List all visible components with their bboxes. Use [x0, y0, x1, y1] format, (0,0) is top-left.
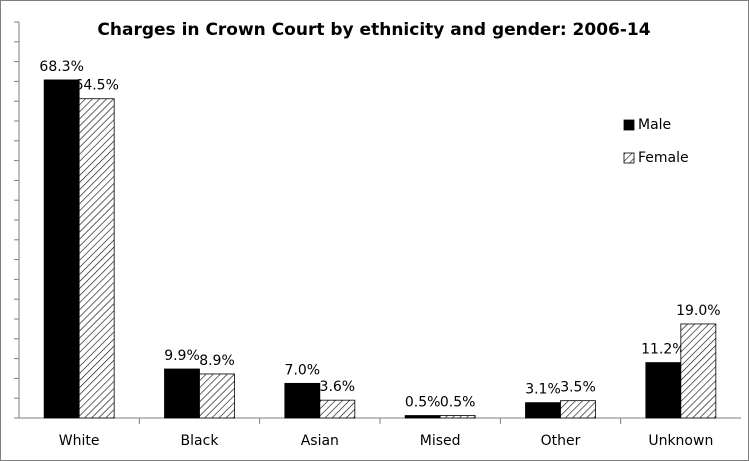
data-label: 3.5%: [560, 380, 596, 396]
data-label: 8.9%: [199, 353, 235, 369]
bar: [199, 373, 235, 419]
bar: [404, 415, 441, 419]
legend-label: Female: [638, 150, 689, 166]
legend-swatch: [623, 119, 635, 131]
x-tick-label: Unknown: [648, 433, 713, 449]
data-label: 7.0%: [285, 362, 321, 378]
bar: [525, 402, 561, 419]
bar: [43, 79, 80, 419]
x-tick-label: Other: [541, 433, 581, 449]
bar: [560, 400, 596, 419]
data-label: 3.1%: [525, 382, 561, 398]
bar: [284, 382, 321, 419]
x-tick-label: Asian: [301, 433, 339, 449]
data-label: 11.2%: [641, 342, 685, 358]
chart-title: Charges in Crown Court by ethnicity and …: [97, 20, 650, 40]
data-label: 3.6%: [320, 379, 356, 395]
legend-label: Male: [638, 117, 671, 133]
data-label: 0.5%: [405, 395, 441, 411]
data-label: 19.0%: [676, 303, 720, 319]
bar: [164, 368, 200, 419]
bar: [78, 98, 115, 419]
legend-swatch: [623, 152, 635, 164]
bar: [680, 323, 717, 419]
data-label: 0.5%: [440, 395, 476, 411]
data-label: 9.9%: [164, 348, 200, 364]
x-tick-label: Mised: [420, 433, 461, 449]
x-tick-label: White: [59, 433, 100, 449]
x-tick-label: Black: [181, 433, 220, 449]
bar: [645, 362, 682, 419]
data-label: 68.3%: [39, 59, 83, 75]
bar: [439, 415, 476, 419]
data-label: 64.5%: [74, 78, 118, 94]
bar: [319, 399, 356, 419]
